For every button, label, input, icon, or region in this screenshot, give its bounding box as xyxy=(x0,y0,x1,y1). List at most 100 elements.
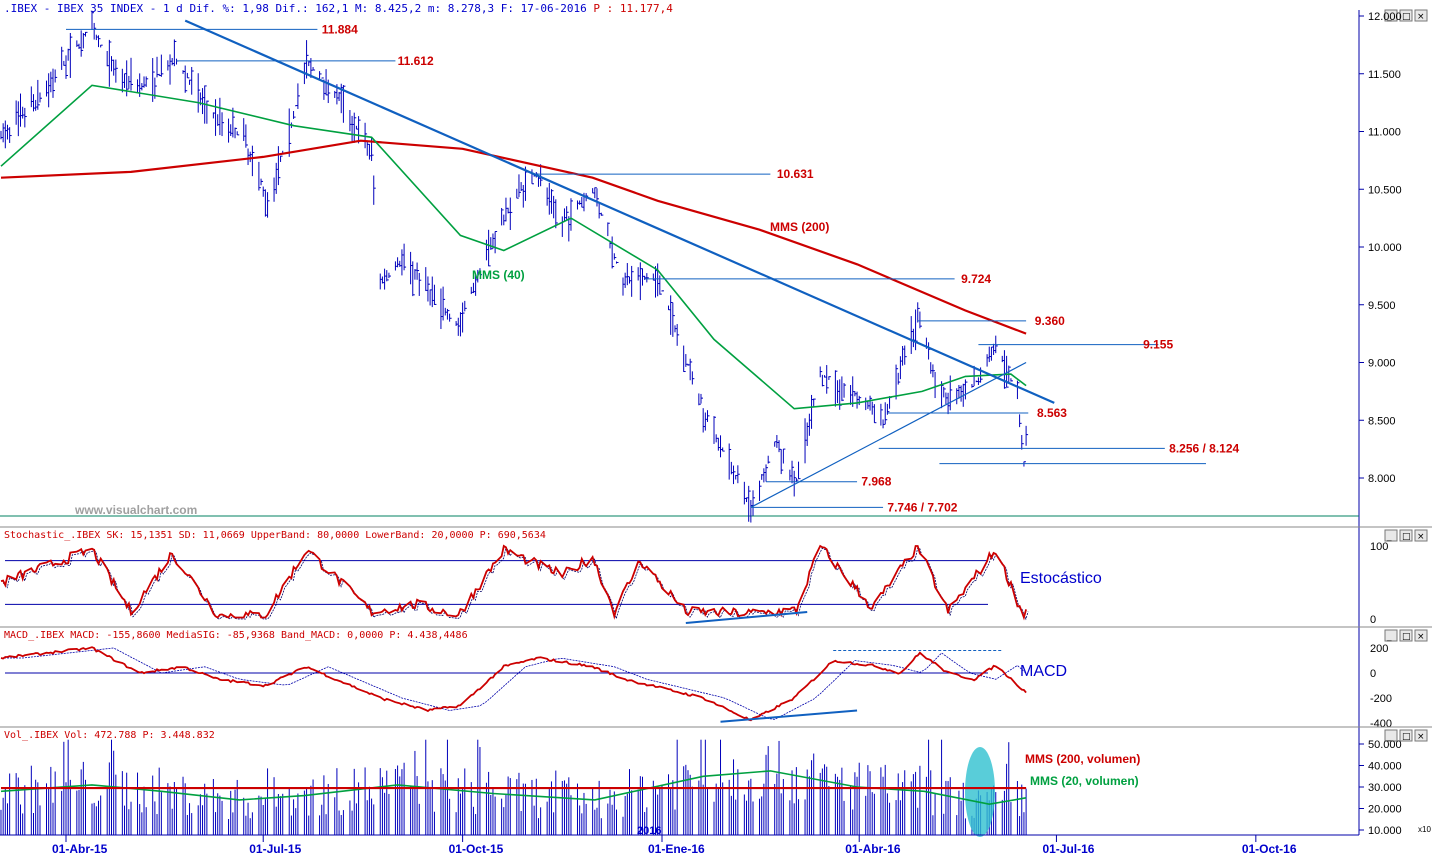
level-label: 7.746 / 7.702 xyxy=(887,500,957,514)
macd-tick-label: 200 xyxy=(1370,643,1388,655)
vol-tick-label: 50.000 xyxy=(1368,739,1402,751)
close-button[interactable] xyxy=(1414,729,1428,742)
macd-tick-label: 0 xyxy=(1370,668,1376,680)
level-label: 8.256 / 8.124 xyxy=(1169,441,1239,455)
maximize-icon: □ xyxy=(1402,532,1411,542)
volume-bars xyxy=(0,739,1027,835)
price-tick-label: 9.500 xyxy=(1368,300,1396,312)
maximize-icon: □ xyxy=(1402,732,1411,742)
mms40-label: MMS (40) xyxy=(472,268,525,282)
maximize-button[interactable] xyxy=(1399,629,1413,642)
chart-title: .IBEX - IBEX 35 INDEX - 1 d xyxy=(4,2,183,15)
stoch-sd-line xyxy=(2,547,1029,621)
minimize-button[interactable] xyxy=(1384,529,1398,542)
minimize-button[interactable] xyxy=(1384,729,1398,742)
macd-divergence-line xyxy=(720,709,858,723)
minimize-icon: _ xyxy=(1386,532,1392,542)
price-tick-label: 10.500 xyxy=(1368,184,1402,196)
price-tick-label: 11.500 xyxy=(1368,69,1401,81)
macd-signal-line xyxy=(1,647,1027,720)
macd-header: MACD_.IBEX MACD: -155,8600 MediaSIG: -85… xyxy=(4,630,468,641)
price-tick-label: 10.000 xyxy=(1368,242,1402,254)
close-button[interactable] xyxy=(1414,9,1428,22)
vol-tick-label: 10.000 xyxy=(1368,825,1402,837)
price-tick-label: 12.000 xyxy=(1368,11,1402,23)
stoch-label: Estocástico xyxy=(1020,570,1102,587)
vol-header: Vol_.IBEX Vol: 472.788 P: 3.448.832 xyxy=(4,730,215,741)
trendlines xyxy=(184,19,1055,508)
stoch-panel: _ □ × 100 0 xyxy=(0,529,1428,626)
minimize-icon: _ xyxy=(1386,732,1392,742)
maximize-button[interactable] xyxy=(1399,729,1413,742)
vol-tick-label: 30.000 xyxy=(1368,782,1402,794)
close-icon: × xyxy=(1417,632,1425,642)
minimize-button[interactable] xyxy=(1384,9,1398,22)
macd-line xyxy=(0,646,1027,722)
close-icon: × xyxy=(1417,732,1425,742)
minimize-icon: _ xyxy=(1386,632,1392,642)
stoch-divergence-line xyxy=(685,611,808,624)
panel-controls-price[interactable]: _ □ × xyxy=(1384,9,1428,22)
chart-header: .IBEX - IBEX 35 INDEX - 1 d Dif. %: 1,98… xyxy=(4,2,673,15)
maximize-button[interactable] xyxy=(1399,9,1413,22)
x-tick-label: 01-Ene-16 xyxy=(648,842,705,856)
close-icon: × xyxy=(1417,532,1425,542)
x-tick-label: 01-Abr-16 xyxy=(845,842,901,856)
year-mark: 2016 xyxy=(637,825,661,837)
vol-tick-label: 40.000 xyxy=(1368,761,1402,773)
level-label: 11.612 xyxy=(398,54,434,68)
volume-highlight xyxy=(965,747,995,837)
trendline xyxy=(750,361,1027,508)
price-axis: 12.000 11.500 11.000 10.500 10.000 9.500 9.000… xyxy=(0,11,1402,517)
price-panel xyxy=(0,10,1359,527)
close-icon: × xyxy=(1417,12,1425,22)
chart-p-label: P : 11.177,4 xyxy=(593,2,673,15)
multiplier-label: x10 xyxy=(1418,825,1431,834)
price-tick-label: 8.000 xyxy=(1368,473,1396,485)
macd-tick-label: -400 xyxy=(1370,718,1392,730)
level-label: 8.563 xyxy=(1037,406,1067,420)
stoch-sk-line xyxy=(0,544,1027,621)
price-tick-label: 9.000 xyxy=(1368,358,1396,370)
x-tick-label: 01-Oct-15 xyxy=(449,842,504,856)
stoch-tick-label: 100 xyxy=(1370,541,1388,553)
maximize-icon: □ xyxy=(1402,12,1411,22)
x-axis: 01-Abr-15 01-Jul-15 01-Oct-15 01-Ene-16 01-A… xyxy=(52,835,1297,856)
level-label: 9.360 xyxy=(1035,314,1065,328)
level-label: 11.884 xyxy=(322,22,358,36)
macd-tick-label: -200 xyxy=(1370,693,1392,705)
level-label: 10.631 xyxy=(777,167,814,181)
price-tick-label: 8.500 xyxy=(1368,415,1396,427)
level-label: 9.155 xyxy=(1143,338,1173,352)
trendline xyxy=(184,19,1055,404)
mms40-line xyxy=(0,84,1027,410)
vol-mms200-label: MMS (200, volumen) xyxy=(1025,752,1140,766)
mms200-line xyxy=(0,139,1027,335)
stoch-tick-label: 0 xyxy=(1370,614,1376,626)
chart-stats: Dif. %: 1,98 Dif.: 162,1 M: 8.425,2 m: 8… xyxy=(189,2,586,15)
vol-mms20-line xyxy=(0,770,1027,806)
maximize-button[interactable] xyxy=(1399,529,1413,542)
close-button[interactable] xyxy=(1414,629,1428,642)
minimize-icon: _ xyxy=(1386,12,1392,22)
x-tick-label: 01-Abr-15 xyxy=(52,842,108,856)
level-label: 7.968 xyxy=(861,475,891,489)
macd-label: MACD xyxy=(1020,663,1067,680)
x-tick-label: 01-Jul-16 xyxy=(1042,842,1094,856)
price-bars xyxy=(0,10,1029,523)
price-tick-label: 11.000 xyxy=(1368,127,1401,139)
volume-panel: _ □ × 50.000 40.000 30.000 20.000 10.000 xyxy=(0,729,1428,837)
vol-tick-label: 20.000 xyxy=(1368,804,1402,816)
x-tick-label: 01-Oct-16 xyxy=(1242,842,1297,856)
x-tick-label: 01-Jul-15 xyxy=(249,842,301,856)
mms200-label: MMS (200) xyxy=(770,220,829,234)
vol-mms20-label: MMS (20, volumen) xyxy=(1030,774,1139,788)
level-label: 9.724 xyxy=(961,272,991,286)
stoch-header: Stochastic_.IBEX SK: 15,1351 SD: 11,0669… xyxy=(4,530,546,541)
close-button[interactable] xyxy=(1414,529,1428,542)
macd-panel: _ □ × 200 0 -200 -400 xyxy=(0,629,1428,730)
maximize-icon: □ xyxy=(1402,632,1411,642)
support-resistance-lines: 11.884 11.612 10.631 9.724 9.360 9.155 8.563 8.… xyxy=(66,22,1240,514)
minimize-button[interactable] xyxy=(1384,629,1398,642)
